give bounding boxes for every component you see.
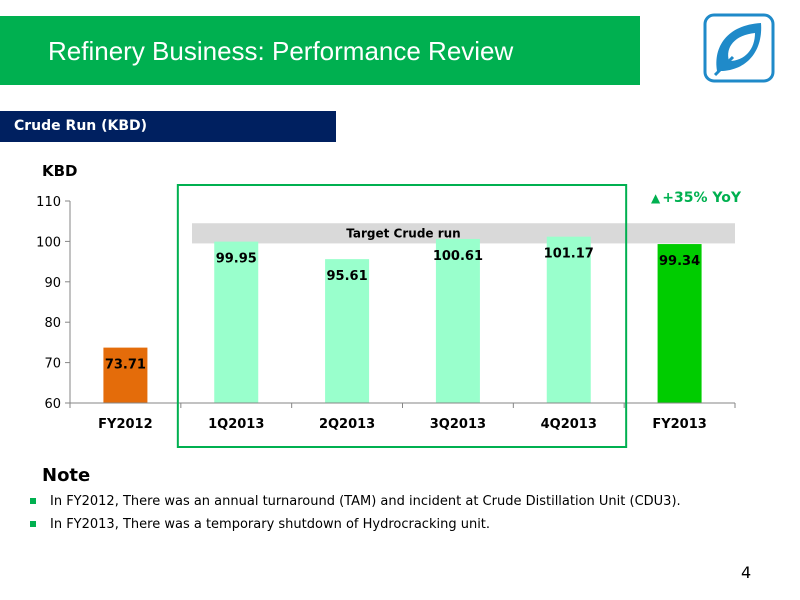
x-tick-label: 3Q2013	[430, 417, 486, 432]
title-bar	[0, 16, 640, 85]
data-label: 99.95	[216, 252, 257, 267]
highlight-box	[176, 184, 628, 448]
section-header-bar	[0, 111, 336, 142]
data-label: 73.71	[105, 358, 146, 373]
x-tick-label: 4Q2013	[541, 417, 597, 432]
leaf-logo-icon	[703, 13, 775, 83]
page-title: Refinery Business: Performance Review	[48, 36, 514, 66]
note-item: In FY2012, There was an annual turnaroun…	[30, 490, 681, 513]
y-tick-label: 110	[36, 195, 61, 210]
bar	[214, 241, 259, 403]
y-tick-label: 70	[44, 357, 61, 372]
x-tick-label: FY2012	[98, 417, 152, 432]
y-tick-label: 80	[44, 316, 61, 331]
note-item-text: In FY2012, There was an annual turnaroun…	[50, 494, 681, 509]
bar	[103, 347, 148, 403]
square-bullet-icon	[30, 497, 36, 504]
yoy-indicator: ▲ +35% YoY	[651, 190, 741, 206]
target-band-label: Target Crude run	[346, 226, 460, 240]
bar	[325, 259, 370, 403]
page-number: 4	[741, 563, 752, 582]
y-tick-label: 100	[36, 235, 61, 250]
bar	[546, 236, 591, 403]
data-label: 100.61	[433, 249, 483, 264]
x-tick-label: FY2013	[652, 417, 706, 432]
bar	[657, 244, 702, 403]
data-label: 95.61	[327, 269, 368, 284]
square-bullet-icon	[30, 520, 36, 527]
x-tick-label: 2Q2013	[319, 417, 375, 432]
yoy-text: +35% YoY	[662, 190, 741, 206]
data-label: 101.17	[544, 247, 594, 262]
y-axis-label: KBD	[42, 162, 78, 180]
note-item: In FY2013, There was a temporary shutdow…	[30, 513, 681, 536]
section-header-label: Crude Run (KBD)	[14, 118, 148, 134]
bar	[435, 238, 480, 403]
up-triangle-icon: ▲	[651, 191, 661, 205]
note-list: In FY2012, There was an annual turnaroun…	[30, 490, 681, 536]
note-item-text: In FY2013, There was a temporary shutdow…	[50, 517, 491, 532]
y-tick-label: 90	[44, 276, 61, 291]
target-band	[192, 223, 735, 244]
note-heading: Note	[42, 465, 91, 486]
data-label: 99.34	[659, 254, 700, 269]
y-tick-label: 60	[44, 397, 61, 412]
x-tick-label: 1Q2013	[208, 417, 264, 432]
